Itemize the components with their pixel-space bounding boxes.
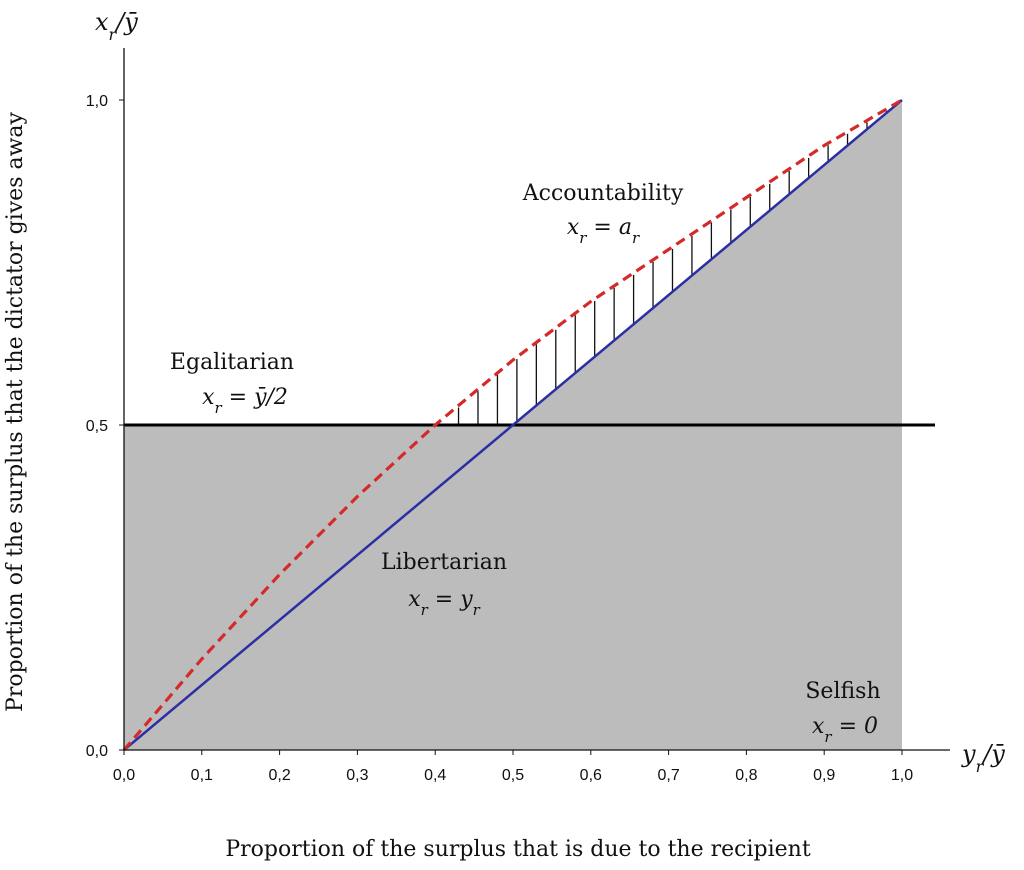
x-axis-title: Proportion of the surplus that is due to… — [225, 837, 810, 862]
accountability-curve — [122, 98, 903, 752]
annotation-name: Accountability — [522, 181, 684, 206]
annotation-name: Libertarian — [381, 550, 507, 575]
annotation-name: Selfish — [805, 679, 880, 704]
annotation-formula: xr = yr — [408, 587, 480, 619]
annotation-name: Egalitarian — [170, 350, 294, 375]
series-layer — [122, 98, 935, 752]
annotations: Accountability xr = ar Egalitarian xr = ȳ/2… — [170, 181, 881, 746]
annotation-libertarian: Libertarian xr = yr — [381, 550, 507, 619]
annotation-egalitarian: Egalitarian xr = ȳ/2 — [170, 350, 294, 417]
annotation-formula: xr = 0 — [812, 714, 878, 746]
tick-labels: 0,0 0,1 0,2 0,3 0,4 0,5 0,6 0,7 0,8 0,9 1,0 0,0 0,5 1… — [86, 93, 913, 784]
x-axis-end-label: yr/ȳ — [961, 740, 1005, 776]
x-tick-label: 0,4 — [424, 767, 446, 784]
x-tick-label: 0,6 — [580, 767, 602, 784]
x-tick-label: 0,8 — [735, 767, 757, 784]
x-tick-label: 0,3 — [346, 767, 368, 784]
x-tick-label: 0,7 — [657, 767, 679, 784]
x-tick-label: 0,2 — [268, 767, 290, 784]
x-tick-label: 0,5 — [502, 767, 524, 784]
y-axis-title: Proportion of the surplus that the dicta… — [3, 111, 28, 712]
x-tick-label: 0,1 — [191, 767, 213, 784]
libertarian-line — [123, 99, 903, 751]
annotation-formula: xr = ȳ/2 — [202, 385, 288, 417]
annotation-selfish: Selfish xr = 0 — [805, 679, 880, 746]
y-tick-label: 1,0 — [86, 93, 108, 110]
hatched-region — [457, 111, 888, 425]
axes — [123, 48, 950, 751]
y-axis-end-label: xr/ȳ — [95, 8, 138, 44]
x-tick-label: 1,0 — [891, 767, 913, 784]
x-tick-label: 0,9 — [813, 767, 835, 784]
annotation-accountability: Accountability xr = ar — [522, 181, 684, 247]
y-tick-label: 0,0 — [86, 743, 108, 760]
y-tick-label: 0,5 — [86, 418, 108, 435]
annotation-formula: xr = ar — [567, 215, 640, 247]
x-tick-label: 0,0 — [113, 767, 135, 784]
